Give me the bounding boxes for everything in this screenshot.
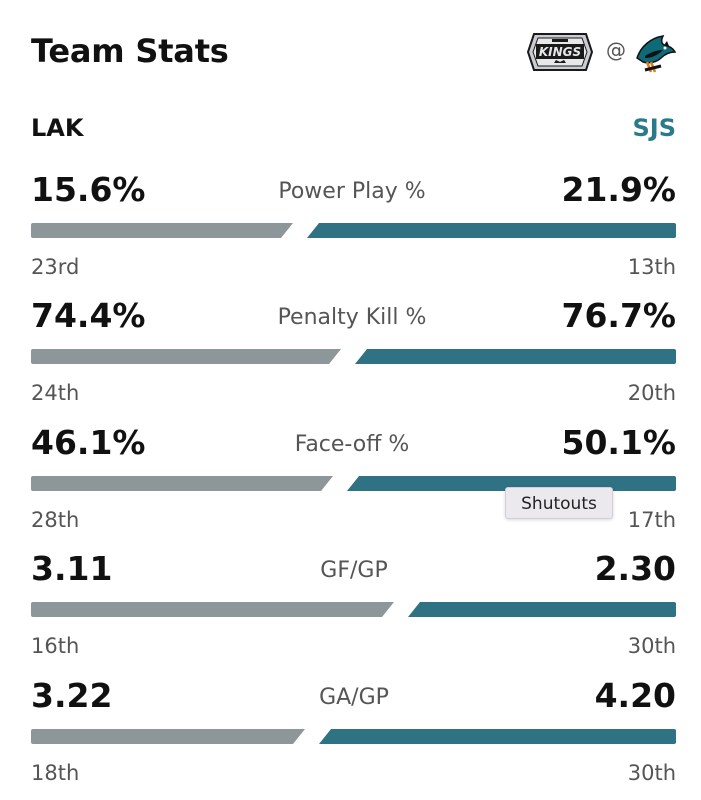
- away-stat-rank: 28th: [31, 508, 80, 532]
- home-stat-value: 21.9%: [561, 170, 677, 209]
- stat-row[interactable]: 3.11 GF/GP 2.30 16th 30th: [31, 549, 676, 667]
- stat-label: Power Play %: [278, 179, 426, 204]
- svg-text:KINGS: KINGS: [539, 45, 581, 59]
- home-stat-rank: 17th: [627, 508, 676, 532]
- stat-label: Face-off %: [294, 432, 410, 457]
- stat-row[interactable]: 15.6% Power Play % 21.9% 23rd 13th: [31, 170, 676, 288]
- away-stat-bar: [31, 476, 333, 491]
- home-stat-bar: [408, 602, 676, 617]
- home-stat-rank: 20th: [627, 381, 676, 405]
- home-stat-rank: 30th: [627, 634, 676, 658]
- away-stat-value: 74.4%: [31, 296, 146, 335]
- versus-at-sign: @: [606, 38, 626, 62]
- away-stat-bar: [31, 223, 293, 238]
- away-stat-bar: [31, 729, 305, 744]
- home-team-abbr: SJS: [632, 114, 677, 142]
- home-stat-bar: [319, 729, 676, 744]
- home-stat-value: 76.7%: [561, 296, 677, 335]
- stats-header: Team Stats KINGS @: [31, 28, 679, 76]
- matchup-logos: KINGS @: [476, 28, 679, 76]
- away-stat-bar: [31, 349, 341, 364]
- away-stat-value: 15.6%: [31, 170, 146, 209]
- stat-label: GA/GP: [319, 685, 389, 710]
- home-stat-value: 50.1%: [561, 423, 677, 462]
- away-stat-rank: 23rd: [31, 255, 80, 279]
- stat-label: Penalty Kill %: [277, 305, 427, 330]
- home-stat-bar: [355, 349, 676, 364]
- stat-row[interactable]: 46.1% Face-off % 50.1% 28th 17th: [31, 423, 676, 541]
- away-stat-rank: 18th: [31, 761, 80, 785]
- page-title: Team Stats: [31, 32, 229, 70]
- away-team-abbr: LAK: [31, 114, 84, 142]
- away-stat-rank: 16th: [31, 634, 80, 658]
- away-stat-rank: 24th: [31, 381, 80, 405]
- home-stat-value: 2.30: [594, 549, 676, 588]
- sj-sharks-logo-icon[interactable]: [631, 28, 679, 76]
- away-stat-bar: [31, 602, 394, 617]
- stat-row[interactable]: 74.4% Penalty Kill % 76.7% 24th 20th: [31, 296, 676, 414]
- home-stat-rank: 13th: [627, 255, 676, 279]
- home-stat-value: 4.20: [594, 676, 676, 715]
- home-stat-bar: [307, 223, 676, 238]
- shutouts-tooltip: Shutouts: [505, 487, 613, 519]
- team-abbreviations: LAK SJS: [31, 114, 676, 144]
- la-kings-logo-icon[interactable]: KINGS: [526, 30, 594, 74]
- away-stat-value: 46.1%: [31, 423, 146, 462]
- stat-label: GF/GP: [320, 558, 388, 583]
- home-stat-rank: 30th: [627, 761, 676, 785]
- away-stat-value: 3.11: [31, 549, 113, 588]
- stat-row[interactable]: 3.22 GA/GP 4.20 18th 30th: [31, 676, 676, 794]
- away-stat-value: 3.22: [31, 676, 113, 715]
